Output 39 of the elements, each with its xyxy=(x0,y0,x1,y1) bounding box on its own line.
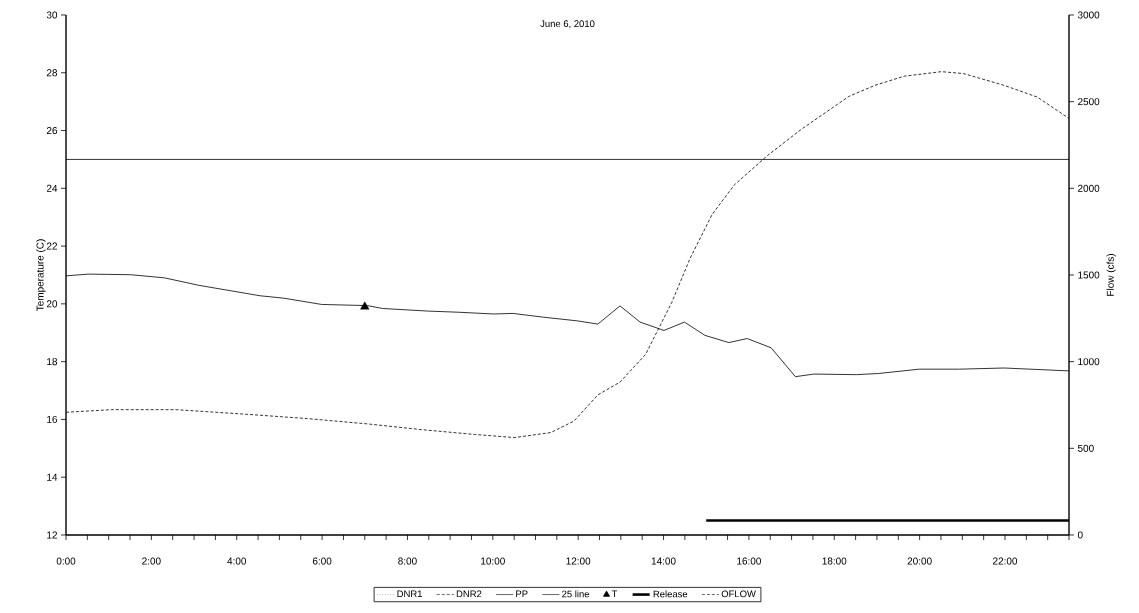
y-axis-title: Temperature (C) xyxy=(36,239,46,312)
legend-label: T xyxy=(611,590,618,598)
x-tick-label: 0:00 xyxy=(56,557,76,565)
y-tick-label: 18 xyxy=(47,358,58,366)
x-tick-label: 10:00 xyxy=(481,557,505,565)
x-tick-label: 22:00 xyxy=(993,557,1018,565)
y2-tick-label: 1000 xyxy=(1078,358,1100,366)
legend-label: Release xyxy=(653,590,688,598)
y2-tick-label: 1500 xyxy=(1078,271,1100,279)
y-tick-label: 24 xyxy=(46,184,58,192)
x-tick-label: 14:00 xyxy=(651,557,676,565)
legend-label: OFLOW xyxy=(721,590,756,598)
y2-tick-label: 2500 xyxy=(1078,98,1100,106)
y2-axis-title: Flow (cfs) xyxy=(1106,254,1116,296)
y2-tick-label: 0 xyxy=(1077,531,1083,539)
x-tick-label: 12:00 xyxy=(566,557,591,565)
x-tick-label: 20:00 xyxy=(907,557,932,565)
y2-tick-label: 500 xyxy=(1077,444,1094,452)
x-tick-label: 16:00 xyxy=(737,557,761,565)
x-tick-label: 4:00 xyxy=(227,557,247,565)
y-tick-label: 28 xyxy=(46,69,58,77)
x-tick-label: 18:00 xyxy=(822,557,847,565)
y-tick-label: 12 xyxy=(47,531,57,539)
y-tick-label: 30 xyxy=(46,11,58,19)
legend-label: 25 line xyxy=(562,590,590,598)
y-tick-label: 14 xyxy=(47,473,58,481)
y2-tick-label: 2000 xyxy=(1078,184,1100,192)
legend-label: DNR2 xyxy=(456,590,482,598)
legend-label: PP xyxy=(516,590,528,598)
y2-tick-label: 3000 xyxy=(1077,11,1100,19)
y-tick-label: 16 xyxy=(47,415,58,423)
y-tick-label: 20 xyxy=(46,300,58,308)
y-tick-label: 26 xyxy=(46,127,58,135)
x-tick-label: 8:00 xyxy=(398,557,417,565)
chart-title: June 6, 2010 xyxy=(540,20,595,29)
y-tick-label: 22 xyxy=(46,242,57,250)
x-tick-label: 2:00 xyxy=(142,557,161,565)
x-tick-label: 6:00 xyxy=(312,557,332,565)
legend-label: DNR1 xyxy=(397,590,422,598)
